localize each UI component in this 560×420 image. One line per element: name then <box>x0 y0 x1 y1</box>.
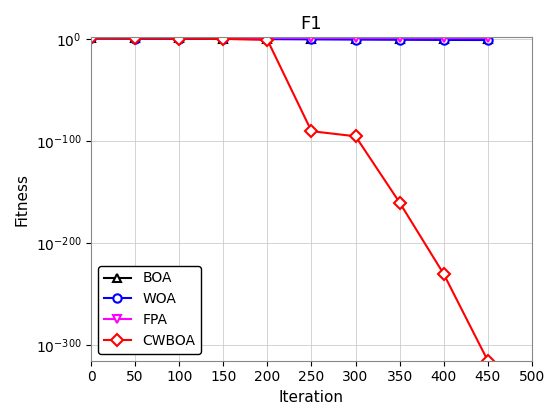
WOA <box>484 37 491 42</box>
WOA <box>132 36 138 41</box>
FPA <box>484 36 491 41</box>
CWBOA <box>220 37 227 42</box>
BOA <box>132 36 138 41</box>
Line: CWBOA: CWBOA <box>87 34 492 365</box>
WOA <box>396 37 403 42</box>
X-axis label: Iteration: Iteration <box>279 390 344 405</box>
CWBOA <box>440 271 447 276</box>
BOA <box>484 36 491 41</box>
CWBOA <box>132 36 138 41</box>
FPA <box>88 36 95 41</box>
FPA <box>440 36 447 41</box>
BOA <box>88 36 95 41</box>
Line: BOA: BOA <box>87 34 492 43</box>
CWBOA <box>308 129 315 134</box>
WOA <box>352 37 359 42</box>
CWBOA <box>396 200 403 205</box>
FPA <box>264 36 270 41</box>
FPA <box>352 36 359 41</box>
WOA <box>88 36 95 41</box>
CWBOA <box>176 36 183 41</box>
WOA <box>440 37 447 42</box>
Title: F1: F1 <box>301 15 323 33</box>
BOA <box>176 36 183 41</box>
WOA <box>308 37 315 42</box>
Legend: BOA, WOA, FPA, CWBOA: BOA, WOA, FPA, CWBOA <box>98 266 201 354</box>
WOA <box>176 36 183 41</box>
CWBOA <box>264 37 270 42</box>
CWBOA <box>352 134 359 139</box>
FPA <box>220 36 227 41</box>
BOA <box>220 36 227 41</box>
FPA <box>308 36 315 41</box>
BOA <box>264 36 270 41</box>
WOA <box>264 37 270 42</box>
WOA <box>220 37 227 42</box>
BOA <box>440 36 447 41</box>
BOA <box>308 36 315 41</box>
Line: WOA: WOA <box>87 34 492 44</box>
CWBOA <box>88 36 95 41</box>
BOA <box>396 36 403 41</box>
Line: FPA: FPA <box>87 34 492 42</box>
CWBOA <box>484 358 491 363</box>
BOA <box>352 36 359 41</box>
FPA <box>396 36 403 41</box>
Y-axis label: Fitness: Fitness <box>15 173 30 226</box>
FPA <box>132 36 138 41</box>
FPA <box>176 36 183 41</box>
